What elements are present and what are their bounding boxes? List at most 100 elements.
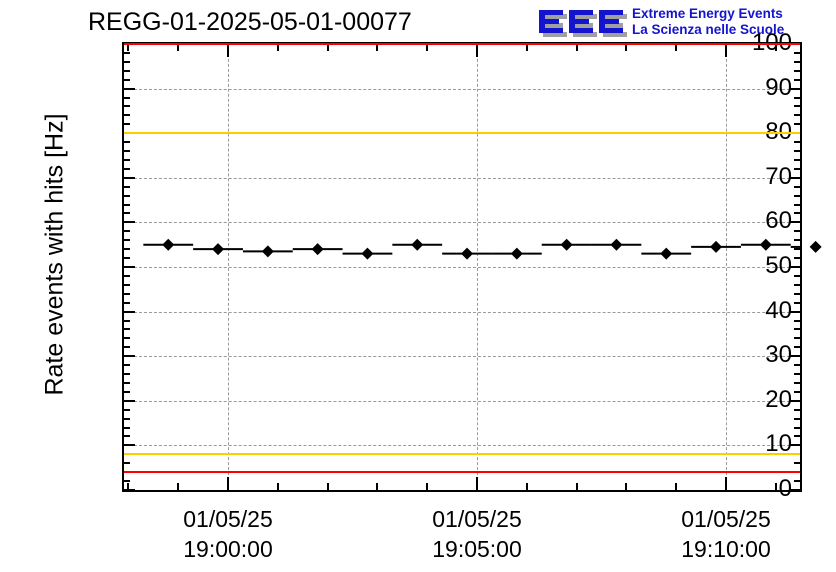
y-axis-minor-tick	[794, 426, 800, 429]
y-axis-tick	[789, 87, 800, 90]
y-axis-minor-tick	[124, 96, 130, 99]
y-axis-tick	[789, 444, 800, 447]
y-axis-minor-tick	[124, 167, 130, 170]
y-axis-minor-tick	[124, 292, 130, 295]
y-axis-minor-tick	[124, 123, 130, 126]
x-axis-tick	[725, 477, 727, 490]
y-axis-minor-tick	[124, 301, 130, 304]
y-axis-tick-label-text: 40	[765, 296, 792, 324]
data-point	[461, 247, 474, 260]
y-axis-tick	[789, 266, 800, 268]
x-axis-tick-label-date: 01/05/25	[432, 506, 522, 532]
x-axis-minor-tick	[774, 44, 777, 51]
y-axis-minor-tick	[794, 185, 800, 188]
y-axis-tick-label-text: 60	[765, 207, 792, 235]
x-axis-minor-tick	[276, 483, 279, 490]
data-point	[560, 238, 573, 251]
y-axis-tick-label-text: 70	[765, 162, 792, 190]
data-point	[361, 247, 374, 260]
y-axis-tick	[789, 489, 800, 491]
y-axis-minor-tick	[794, 114, 800, 117]
y-axis-tick	[124, 355, 135, 358]
y-axis-minor-tick	[124, 60, 130, 63]
data-point	[261, 245, 274, 258]
data-point	[759, 238, 772, 251]
x-axis-minor-tick	[675, 483, 678, 490]
y-axis-minor-tick	[124, 462, 130, 465]
eee-logo-text: Extreme Energy Events La Scienza nelle S…	[632, 6, 784, 38]
y-axis-minor-tick	[794, 194, 800, 197]
x-axis-minor-tick	[575, 483, 578, 490]
x-axis-tick-label: 01/05/25 19:05:00	[387, 504, 567, 564]
x-gridline	[228, 44, 229, 490]
y-axis-minor-tick	[124, 51, 130, 54]
x-axis-minor-tick	[525, 44, 528, 51]
x-axis-tick-label: 01/05/25 19:00:00	[138, 504, 318, 564]
y-axis-minor-tick	[124, 346, 130, 349]
y-axis-minor-tick	[794, 105, 800, 108]
y-axis-minor-tick	[794, 212, 800, 215]
x-axis-tick	[476, 44, 478, 57]
y-axis-minor-tick	[794, 123, 800, 126]
data-point	[162, 238, 175, 251]
y-axis-tick-label-text: 20	[765, 385, 792, 413]
x-axis-minor-tick	[625, 44, 628, 51]
y-axis-tick-label-text: 50	[765, 252, 792, 279]
y-axis-tick	[789, 176, 800, 179]
y-axis-tick-label-text: 30	[765, 341, 792, 369]
x-axis-tick-label-time: 19:05:00	[432, 536, 522, 562]
x-axis-minor-tick	[774, 483, 777, 490]
y-axis-tick	[124, 176, 135, 179]
y-gridline	[124, 445, 800, 447]
y-axis-minor-tick	[794, 150, 800, 153]
x-axis-minor-tick	[426, 44, 429, 51]
x-axis-minor-tick	[376, 483, 379, 490]
y-axis-minor-tick	[124, 319, 130, 322]
y-axis-minor-tick	[794, 292, 800, 295]
y-axis-minor-tick	[124, 435, 130, 438]
y-axis-tick	[789, 355, 800, 358]
y-axis-minor-tick	[794, 51, 800, 54]
y-axis-minor-tick	[794, 69, 800, 72]
y-axis-minor-tick	[794, 381, 800, 384]
y-axis-minor-tick	[124, 274, 130, 277]
y-gridline	[124, 222, 800, 224]
y-axis-minor-tick	[124, 203, 130, 206]
y-axis-minor-tick	[794, 167, 800, 170]
plot-area: 0 10 20 30 40 50 60 70 80 90 100 01/05/25 19:00:00 01…	[122, 29, 822, 562]
x-axis-tick-label: 01/05/25 19:10:00	[636, 504, 816, 564]
x-axis-minor-tick	[177, 44, 180, 51]
y-axis-minor-tick	[124, 381, 130, 384]
x-axis-minor-tick	[127, 44, 130, 51]
y-gridline	[124, 177, 800, 179]
threshold-line-lower-alarm	[124, 471, 800, 474]
page-title: REGG-01-2025-05-01-00077	[88, 8, 412, 36]
y-gridline	[124, 311, 800, 313]
y-axis-tick	[124, 444, 135, 447]
y-axis-minor-tick	[124, 105, 130, 108]
y-axis-minor-tick	[794, 141, 800, 144]
data-point	[809, 240, 822, 253]
y-axis-minor-tick	[124, 390, 130, 393]
threshold-line-upper-warning	[124, 132, 800, 135]
y-axis-minor-tick	[794, 346, 800, 349]
data-series-layer	[143, 238, 822, 260]
y-axis-tick	[789, 221, 800, 224]
x-axis-tick-label-time: 19:10:00	[681, 536, 771, 562]
y-axis-minor-tick	[124, 78, 130, 81]
x-axis-tick	[227, 477, 229, 490]
data-point	[710, 240, 723, 253]
eee-logo-line1: Extreme Energy Events	[632, 6, 783, 21]
y-axis-minor-tick	[124, 480, 130, 483]
x-axis-minor-tick	[426, 483, 429, 490]
data-point	[212, 243, 225, 256]
y-axis-minor-tick	[124, 114, 130, 117]
y-axis-minor-tick	[124, 337, 130, 340]
y-axis-minor-tick	[794, 257, 800, 260]
y-axis-minor-tick	[794, 390, 800, 393]
y-axis-minor-tick	[794, 373, 800, 376]
y-axis-minor-tick	[794, 417, 800, 420]
y-axis-minor-tick	[124, 185, 130, 188]
x-axis-tick	[476, 477, 478, 490]
